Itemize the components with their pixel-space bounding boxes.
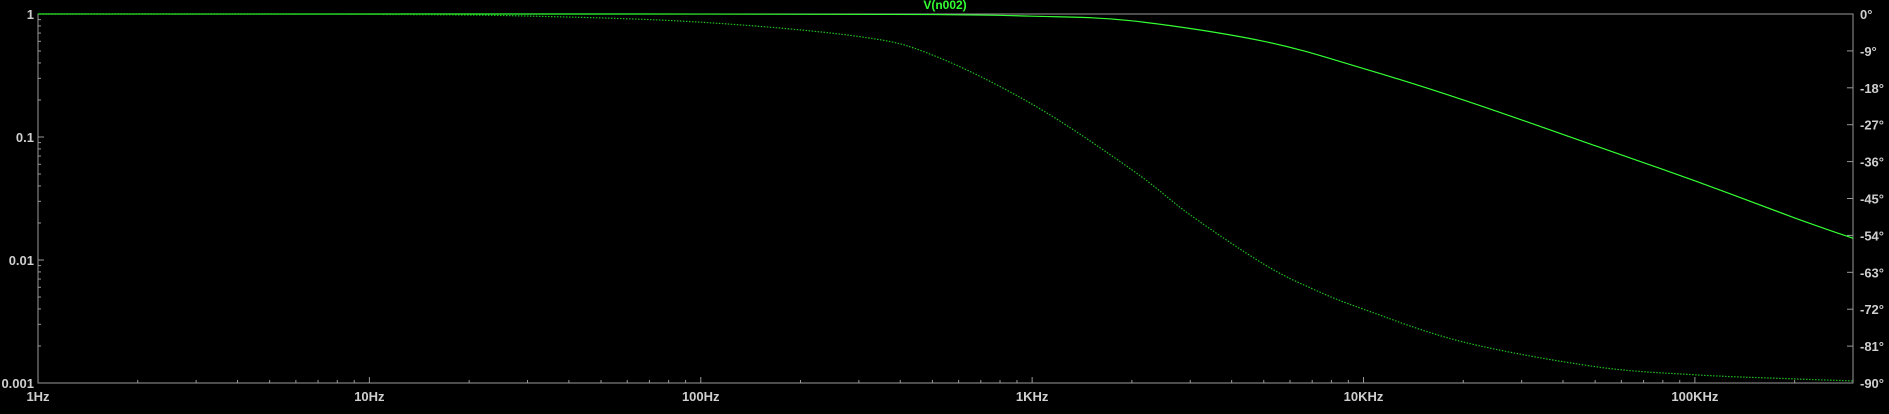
left-axis: 1 0.1 0.01 0.001 <box>1 7 44 391</box>
y-right-tick-label: -63° <box>1860 265 1884 280</box>
right-axis: 0° -9° -18° -27° -36° -45° -54° -63° -72° -81° -90… <box>1847 7 1884 391</box>
x-tick-label: 1Hz <box>26 389 50 404</box>
phase-series-line <box>37 13 1854 382</box>
x-tick-label: 10KHz <box>1344 389 1384 404</box>
y-left-tick-label: 0.01 <box>9 253 34 268</box>
x-tick-label: 10Hz <box>354 389 385 404</box>
x-tick-label: 1KHz <box>1016 389 1049 404</box>
x-tick-label: 100Hz <box>682 389 720 404</box>
y-left-tick-label: 0.1 <box>16 130 34 145</box>
trace-label[interactable]: V(n002) <box>923 0 966 12</box>
y-right-tick-label: -27° <box>1860 118 1884 133</box>
bottom-axis: 1Hz 10Hz 100Hz 1KHz 10KHz 100KHz <box>26 377 1854 404</box>
y-right-tick-label: -18° <box>1860 81 1884 96</box>
magnitude-series-line <box>37 13 1854 239</box>
x-tick-label: 100KHz <box>1671 389 1718 404</box>
y-right-tick-label: -9° <box>1860 44 1877 59</box>
y-right-tick-label: -45° <box>1860 192 1884 207</box>
y-right-tick-label: -72° <box>1860 302 1884 317</box>
y-right-tick-label: -90° <box>1860 376 1884 391</box>
y-left-tick-label: 0.001 <box>1 376 34 391</box>
y-right-tick-label: -36° <box>1860 155 1884 170</box>
y-right-tick-label: -81° <box>1860 339 1884 354</box>
y-right-tick-label: 0° <box>1860 7 1872 22</box>
y-left-tick-label: 1 <box>27 7 34 22</box>
y-right-tick-label: -54° <box>1860 228 1884 243</box>
series-layer <box>37 13 1854 382</box>
